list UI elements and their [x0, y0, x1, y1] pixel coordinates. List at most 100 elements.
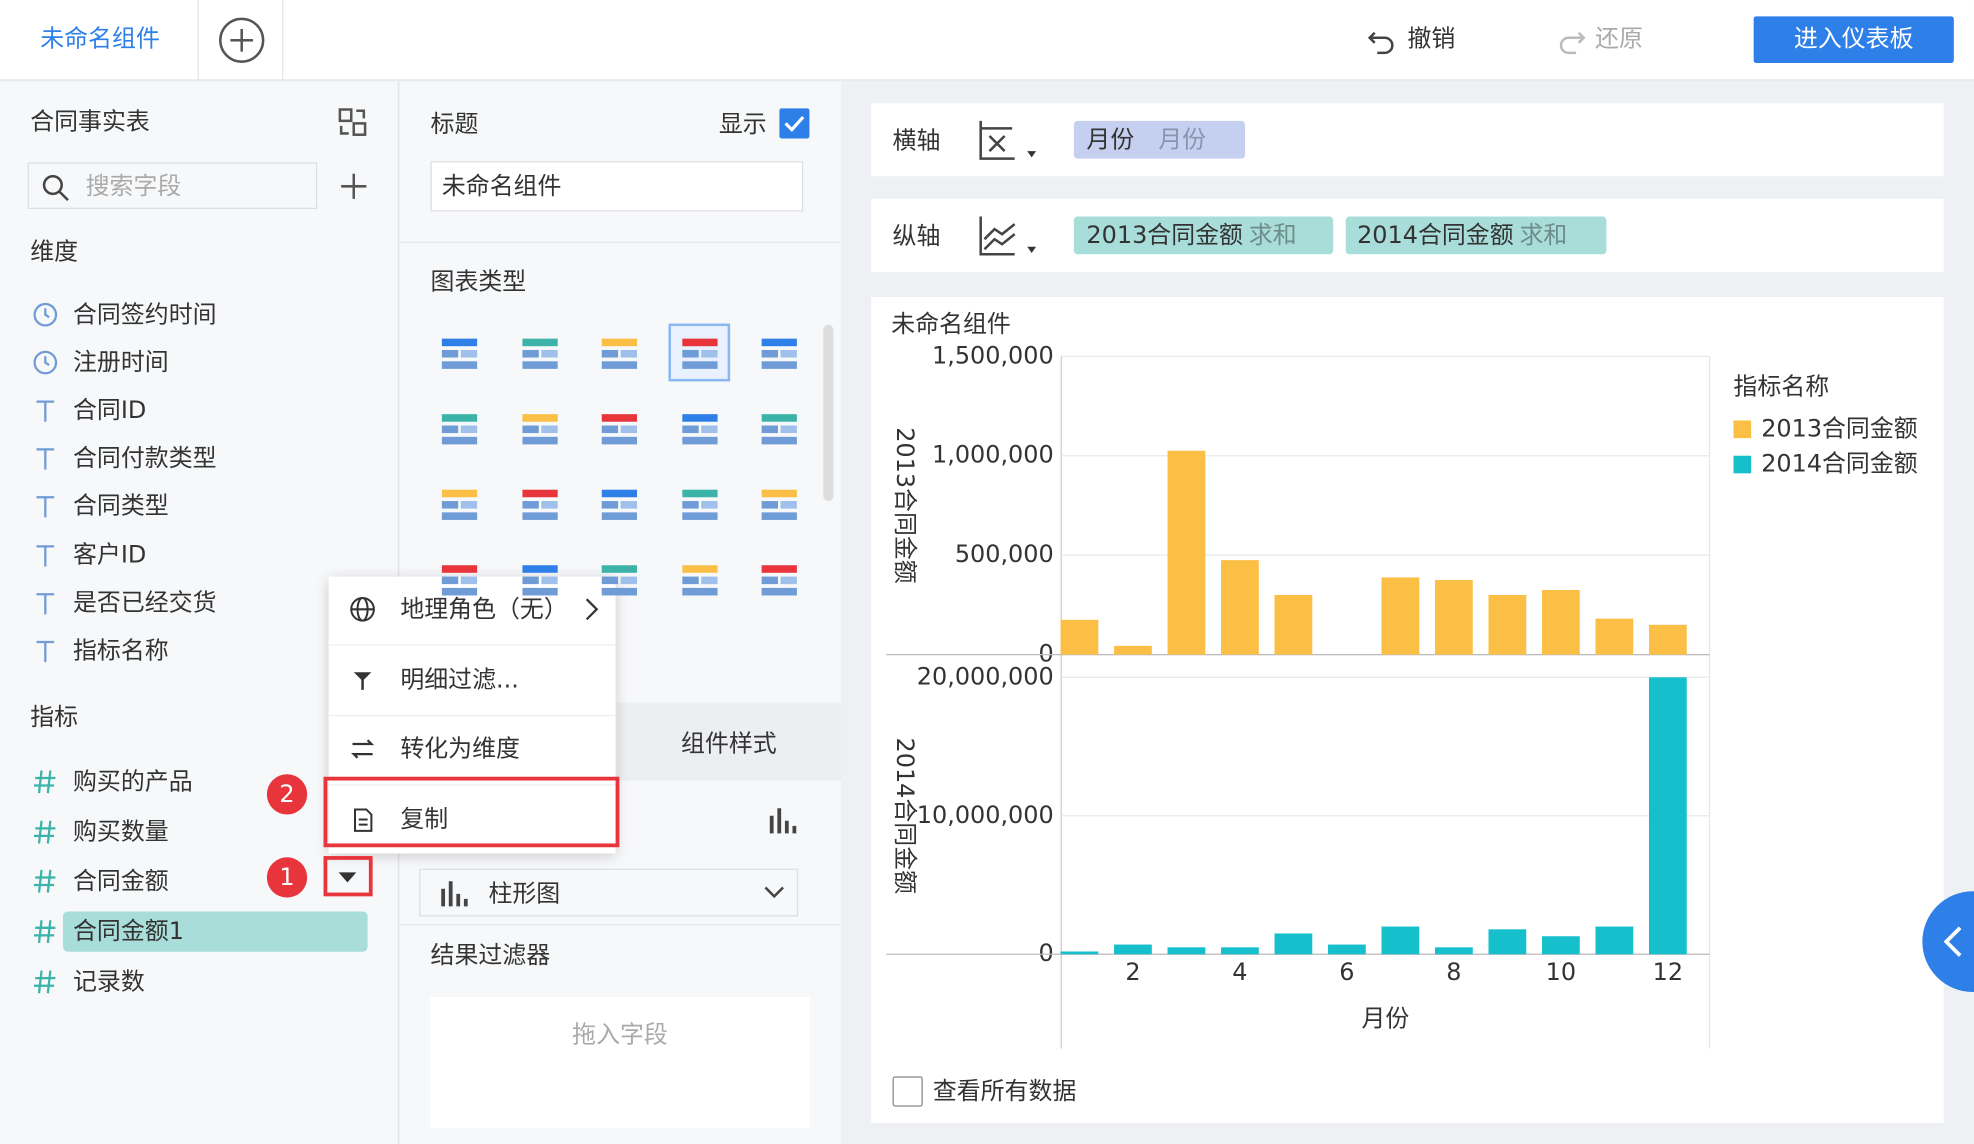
chart-type-option[interactable] — [759, 560, 799, 600]
chart-type-option[interactable] — [439, 334, 479, 374]
step-number: 2 — [279, 780, 295, 809]
x-tick-label: 10 — [1546, 958, 1576, 986]
bar — [1114, 645, 1152, 655]
y-field-pill[interactable] — [1345, 216, 1607, 255]
redo-icon[interactable] — [1556, 25, 1586, 55]
style-tab[interactable] — [616, 702, 841, 781]
drop-zone[interactable] — [430, 997, 810, 1128]
dimension-field[interactable]: 合同类型 — [73, 492, 169, 521]
scrollbar — [823, 324, 834, 502]
chart-type-option[interactable] — [520, 485, 560, 525]
x-axis-title: 月份 — [1362, 1005, 1410, 1033]
search-box[interactable] — [27, 162, 318, 209]
dimension-field[interactable]: 合同签约时间 — [73, 300, 217, 329]
title-value[interactable]: 未命名组件 — [441, 172, 562, 201]
selected-field[interactable] — [62, 911, 368, 952]
redo[interactable]: 还原 — [1595, 25, 1643, 53]
chart-type-value[interactable]: 柱形图 — [488, 879, 561, 908]
bar — [1595, 618, 1634, 655]
undo-icon[interactable] — [1367, 25, 1397, 55]
chart-type-option[interactable] — [599, 409, 639, 449]
y-field[interactable]: 2013合同金额 — [1086, 221, 1243, 250]
tab[interactable] — [0, 0, 199, 81]
menu-item[interactable]: 复制 — [400, 805, 449, 834]
chart-type-option[interactable] — [520, 409, 560, 449]
menu-divider — [328, 715, 616, 717]
field-type-icon — [36, 400, 55, 422]
bar — [1221, 947, 1259, 955]
step-badge — [266, 857, 308, 898]
bar-icon — [769, 808, 797, 834]
view-all-checkbox[interactable] — [892, 1076, 923, 1107]
dimension-field[interactable]: 注册时间 — [73, 348, 169, 377]
dimension-field[interactable]: 合同ID — [73, 396, 147, 425]
chart-type-option[interactable] — [759, 409, 799, 449]
dropdown-trigger[interactable] — [323, 856, 373, 897]
dimension-field[interactable]: 指标名称 — [73, 636, 169, 665]
measure-field[interactable]: 购买的产品 — [73, 767, 193, 796]
field-type-icon — [33, 869, 56, 893]
chart-type-option[interactable] — [520, 560, 560, 600]
menu-item[interactable]: 转化为维度 — [400, 735, 520, 763]
chart-type-option[interactable] — [439, 485, 479, 525]
axis-icons[interactable] — [977, 118, 1047, 256]
x-tick-label: 2 — [1125, 958, 1140, 986]
chart-type-option[interactable] — [759, 485, 799, 525]
x-field[interactable]: 月份 — [1086, 125, 1135, 154]
chart-type-select[interactable] — [419, 868, 799, 917]
dimension-field[interactable]: 合同付款类型 — [73, 444, 217, 473]
chart-type-option[interactable] — [680, 409, 720, 449]
style-tab-label[interactable]: 组件样式 — [681, 730, 777, 758]
show-checkbox[interactable] — [779, 108, 810, 139]
chart-type-option[interactable] — [439, 560, 479, 600]
x-field-pill[interactable] — [1073, 120, 1246, 159]
dimension-field[interactable]: 客户ID — [73, 540, 147, 569]
bar — [1114, 944, 1152, 955]
step-badge — [266, 774, 308, 815]
tab-label[interactable]: 未命名组件 — [40, 25, 160, 53]
field-type-icon — [36, 592, 55, 614]
chart-type-option[interactable] — [599, 560, 639, 600]
dimension-field[interactable]: 是否已经交货 — [73, 588, 217, 617]
add-icon — [240, 28, 243, 52]
menu-item[interactable]: 明细过滤... — [400, 665, 519, 694]
measure-field[interactable]: 合同金额1 — [73, 917, 184, 946]
y-axis-label: 纵轴 — [892, 222, 941, 251]
title-input[interactable] — [430, 161, 804, 212]
search-placeholder[interactable]: 搜索字段 — [85, 172, 182, 201]
measure-field[interactable]: 购买数量 — [73, 818, 169, 846]
chart-type-option[interactable] — [599, 485, 639, 525]
divider — [400, 241, 841, 243]
field-type-icon — [33, 920, 56, 944]
chart-type-option[interactable] — [439, 409, 479, 449]
field-type-icon — [33, 302, 58, 327]
chart-type-option[interactable] — [680, 334, 720, 374]
enter-dashboard-label[interactable]: 进入仪表板 — [1793, 25, 1914, 53]
chart-type-option[interactable] — [599, 334, 639, 374]
y-tick-label: 1,500,000 — [932, 341, 1054, 369]
submenu-arrow — [585, 598, 599, 621]
bar — [1541, 589, 1580, 655]
enter-dashboard-button[interactable] — [1753, 16, 1954, 63]
switch-table-icon[interactable] — [337, 107, 367, 137]
measure-field[interactable]: 合同金额 — [73, 867, 169, 896]
add-tab[interactable] — [219, 17, 265, 63]
undo[interactable]: 撤销 — [1407, 25, 1456, 53]
chart-type-option[interactable] — [680, 560, 720, 600]
chart-type-option[interactable] — [680, 485, 720, 525]
chart-type-option[interactable] — [759, 334, 799, 374]
chart-type-option[interactable] — [520, 334, 560, 374]
view-all-label[interactable]: 查看所有数据 — [932, 1077, 1077, 1106]
bar — [1381, 577, 1420, 655]
chart-type-selected[interactable] — [668, 323, 731, 382]
measure-field[interactable]: 记录数 — [73, 968, 145, 996]
y-tick-label: 10,000,000 — [917, 801, 1054, 829]
y-field-pill[interactable] — [1073, 216, 1334, 255]
bar — [1648, 624, 1687, 655]
divider — [400, 924, 841, 926]
menu-item[interactable]: 地理角色（无） — [400, 595, 568, 624]
y-field[interactable]: 2014合同金额 — [1357, 221, 1514, 250]
add-field-icon[interactable] — [340, 172, 368, 200]
drop-zone-label: 拖入字段 — [572, 1020, 668, 1049]
